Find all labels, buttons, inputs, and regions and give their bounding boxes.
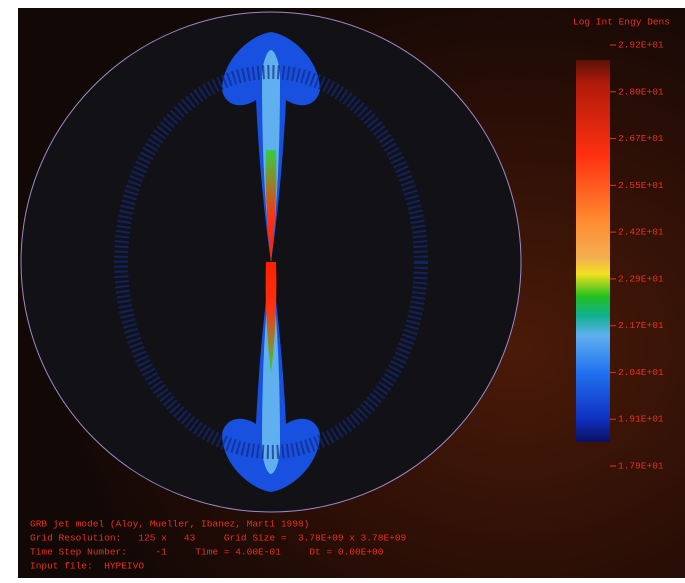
colorbar-title: Log Int Engy Dens: [573, 17, 670, 28]
colorbar: [576, 60, 610, 442]
tick-label: 2.17E+01: [618, 320, 664, 331]
caption-line: GRB jet model (Aloy, Mueller, Ibanez, Ma…: [30, 519, 309, 530]
tick-label: 2.67E+01: [618, 133, 664, 144]
page: Log Int Engy Dens 2.92E+01 2.80E+01 2.67E+…: [0, 0, 685, 578]
tick-label: 2.42E+01: [618, 227, 664, 238]
tick-label: 1.91E+01: [618, 414, 664, 425]
caption-line: Time Step Number: -1 Time = 4.00E-01 Dt …: [30, 547, 384, 558]
tick-label: 2.04E+01: [618, 367, 664, 378]
tick-label: 2.29E+01: [618, 273, 664, 284]
caption-line: Input file: HYPEIVO: [30, 561, 144, 572]
tick-label: 2.92E+01: [618, 40, 664, 51]
tick-label: 1.79E+01: [618, 461, 664, 472]
caption-line: Grid Resolution: 125 x 43 Grid Size = 3.…: [30, 533, 407, 544]
visualization: Log Int Engy Dens 2.92E+01 2.80E+01 2.67E+…: [0, 0, 685, 578]
tick-label: 2.55E+01: [618, 180, 664, 191]
tick-label: 2.80E+01: [618, 86, 664, 97]
